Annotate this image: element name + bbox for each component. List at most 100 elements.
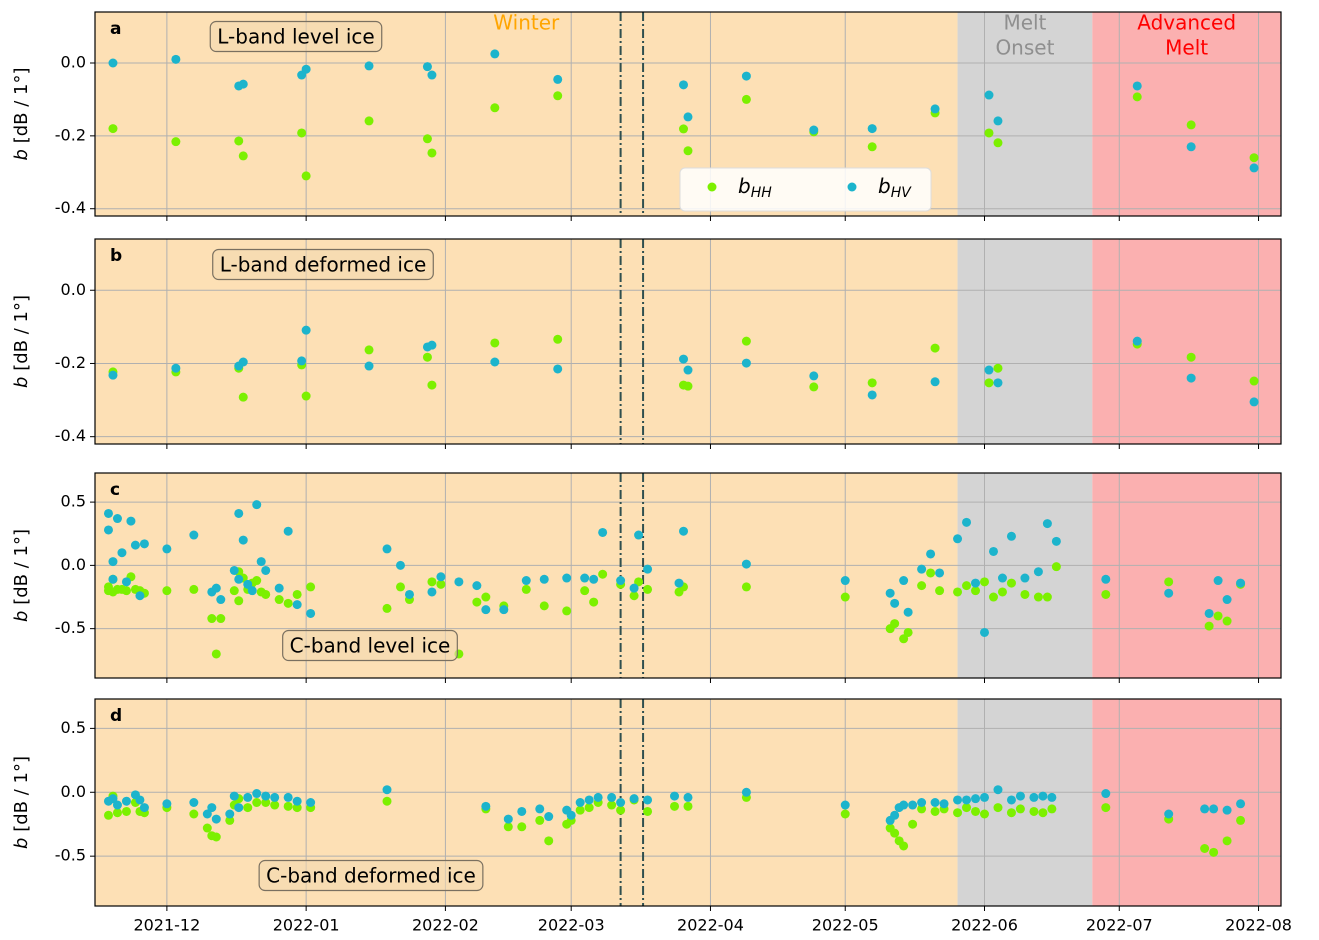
data-point <box>962 795 972 805</box>
data-point <box>234 136 244 146</box>
period-band <box>957 699 1093 906</box>
data-point <box>553 334 563 344</box>
data-point <box>517 806 527 816</box>
data-point <box>539 574 549 584</box>
data-point <box>306 582 316 592</box>
data-point <box>629 583 639 593</box>
data-point <box>117 548 127 558</box>
data-point <box>840 800 850 810</box>
data-point <box>121 806 131 816</box>
data-point <box>679 354 689 364</box>
data-point <box>139 803 149 813</box>
data-point <box>899 800 909 810</box>
data-point <box>629 591 639 601</box>
data-point <box>1101 574 1111 584</box>
period-band <box>95 699 958 906</box>
data-point <box>436 572 446 582</box>
data-point <box>234 574 244 584</box>
data-point <box>490 357 500 367</box>
data-point <box>809 125 819 135</box>
data-point <box>521 584 531 594</box>
data-point <box>741 582 751 592</box>
data-point <box>274 583 284 593</box>
data-point <box>840 809 850 819</box>
data-point <box>395 582 405 592</box>
data-point <box>252 500 262 510</box>
period-label: Advanced <box>1137 11 1236 35</box>
data-point <box>382 796 392 806</box>
data-point <box>643 795 653 805</box>
data-point <box>634 577 644 587</box>
data-point <box>890 810 900 820</box>
period-band <box>1092 239 1281 444</box>
data-point <box>1015 791 1025 801</box>
annotation: C-band deformed ice <box>266 864 476 888</box>
data-point <box>899 576 909 586</box>
data-point <box>1213 576 1223 586</box>
data-point <box>890 598 900 608</box>
data-point <box>1186 120 1196 130</box>
data-point <box>130 540 140 550</box>
data-point <box>135 591 145 601</box>
y-axis-label: b [dB / 1°] <box>11 68 32 161</box>
data-point <box>1164 588 1174 598</box>
data-point <box>993 785 1003 795</box>
data-point <box>607 800 617 810</box>
x-tick-label: 2022-03 <box>538 916 605 935</box>
data-point <box>1222 836 1232 846</box>
data-point <box>427 380 437 390</box>
data-point <box>584 795 594 805</box>
data-point <box>1101 789 1111 799</box>
data-point <box>216 614 226 624</box>
data-point <box>917 581 927 591</box>
data-point <box>953 808 963 818</box>
data-point <box>283 598 293 608</box>
y-tick-label: 0.0 <box>61 555 86 574</box>
panel-label: c <box>110 480 120 500</box>
data-point <box>395 560 405 570</box>
data-point <box>234 596 244 606</box>
data-point <box>1015 804 1025 814</box>
data-point <box>984 365 994 375</box>
legend-marker <box>847 182 857 192</box>
data-point <box>953 795 963 805</box>
data-point <box>1209 804 1219 814</box>
data-point <box>953 587 963 597</box>
data-point <box>993 138 1003 148</box>
data-point <box>903 627 913 637</box>
data-point <box>643 584 653 594</box>
data-point <box>962 803 972 813</box>
data-point <box>292 600 302 610</box>
data-point <box>121 586 131 596</box>
legend-box <box>679 167 932 212</box>
data-point <box>908 819 918 829</box>
data-point <box>517 822 527 832</box>
data-point <box>1047 804 1057 814</box>
data-point <box>1101 803 1111 813</box>
data-point <box>382 603 392 613</box>
period-label: Melt <box>1003 11 1046 35</box>
data-point <box>364 345 374 355</box>
period-label: Melt <box>1165 36 1208 60</box>
data-point <box>741 94 751 104</box>
data-point <box>993 378 1003 388</box>
data-point <box>598 569 608 579</box>
y-tick-label: 0.5 <box>61 718 86 737</box>
data-point <box>234 803 244 813</box>
data-point <box>261 589 271 599</box>
data-point <box>252 798 262 807</box>
data-point <box>634 530 644 540</box>
data-point <box>234 508 244 518</box>
data-point <box>1132 81 1142 91</box>
data-point <box>126 516 136 526</box>
data-point <box>899 841 909 851</box>
data-point <box>539 601 549 611</box>
annotation: C-band level ice <box>290 634 451 658</box>
data-point <box>1033 592 1043 602</box>
y-axis-label: b [dB / 1°] <box>11 529 32 622</box>
data-point <box>481 592 491 602</box>
y-tick-label: -0.5 <box>55 618 86 637</box>
data-point <box>993 803 1003 813</box>
data-point <box>616 798 626 807</box>
data-point <box>584 803 594 813</box>
